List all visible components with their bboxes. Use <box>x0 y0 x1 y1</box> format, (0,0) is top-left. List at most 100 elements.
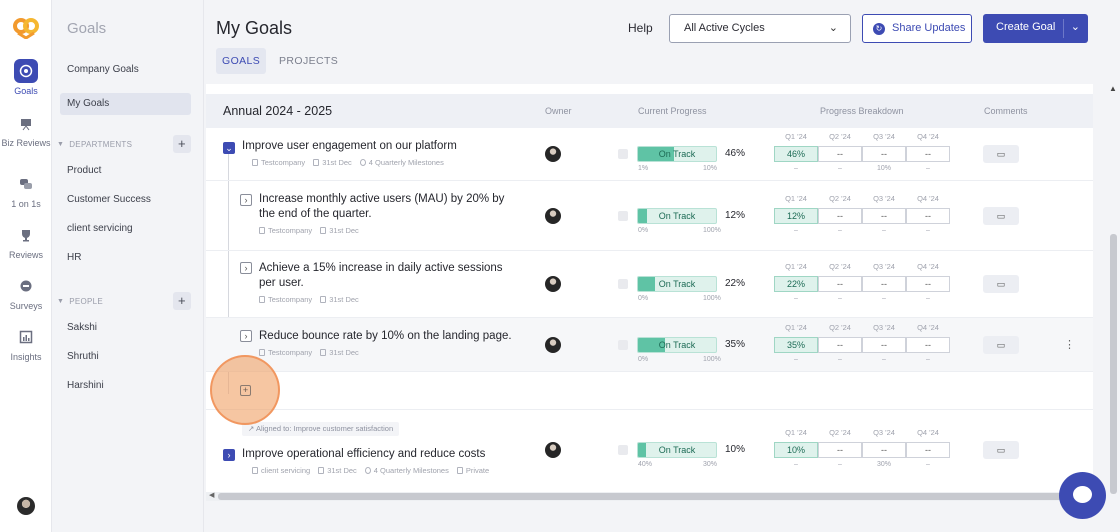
rail-item-reviews[interactable]: Reviews <box>0 223 52 260</box>
sidebar-item-company-goals[interactable]: Company Goals <box>67 64 139 75</box>
sidebar-item-person[interactable]: Harshini <box>67 380 104 391</box>
lock-icon[interactable] <box>618 211 628 221</box>
table-row[interactable]: › Improve operational efficiency and red… <box>206 410 1093 492</box>
add-person-button[interactable]: + <box>173 292 191 310</box>
table-row[interactable]: ⌄ Improve user engagement on our platfor… <box>206 128 1093 181</box>
add-subgoal-button[interactable]: + <box>240 385 251 396</box>
quarter-cell[interactable]: -- <box>906 208 950 224</box>
progress-fill <box>638 338 666 352</box>
sidebar-item-department[interactable]: client servicing <box>67 223 133 234</box>
help-link[interactable]: Help <box>628 21 653 35</box>
cycle-select[interactable]: All Active Cycles ⌄ <box>669 14 851 43</box>
progress-max: 100% <box>703 356 721 363</box>
user-avatar[interactable] <box>17 497 35 515</box>
rail-item-1on1s[interactable]: 1 on 1s <box>0 172 52 209</box>
scroll-left-icon[interactable]: ◀ <box>209 492 215 499</box>
quarter-target: – <box>838 356 842 363</box>
quarter-cell[interactable]: -- <box>818 208 862 224</box>
quarter-cell[interactable]: -- <box>862 337 906 353</box>
quarter-cell[interactable]: 22% <box>774 276 818 292</box>
chat-widget-button[interactable] <box>1059 472 1106 519</box>
quarter-cell[interactable]: -- <box>862 146 906 162</box>
rail-label: Surveys <box>9 301 43 311</box>
quarter-cell[interactable]: -- <box>906 337 950 353</box>
rail-item-insights[interactable]: Insights <box>0 325 52 362</box>
departments-section[interactable]: ▼ DEPARTMENTS + <box>57 135 191 153</box>
sidebar-item-department[interactable]: HR <box>67 252 82 263</box>
owner-avatar[interactable] <box>545 276 561 292</box>
expand-icon[interactable]: › <box>240 330 252 342</box>
owner-avatar[interactable] <box>545 146 561 162</box>
progress-bar[interactable]: On Track <box>637 146 717 162</box>
expand-icon[interactable]: › <box>240 194 252 206</box>
quarter-cell[interactable]: -- <box>818 146 862 162</box>
sidebar-item-department[interactable]: Customer Success <box>67 194 151 205</box>
goal-title[interactable]: Improve user engagement on our platform <box>242 140 457 152</box>
rail-label: Reviews <box>8 250 43 260</box>
horizontal-scrollbar[interactable]: ◀ <box>206 492 1093 501</box>
owner-avatar[interactable] <box>545 442 561 458</box>
sidebar-item-person[interactable]: Sakshi <box>67 322 98 333</box>
app-logo[interactable] <box>13 17 39 39</box>
trophy-icon <box>14 223 38 247</box>
more-options-icon[interactable]: ⋮ <box>1064 339 1075 351</box>
quarter-cell[interactable]: 46% <box>774 146 818 162</box>
progress-fill <box>638 147 674 161</box>
tab-goals[interactable]: GOALS <box>216 48 267 74</box>
table-row[interactable]: › Increase monthly active users (MAU) by… <box>206 181 1093 251</box>
share-updates-button[interactable]: ↻ Share Updates <box>862 14 972 43</box>
progress-bar[interactable]: On Track <box>637 276 717 292</box>
vertical-scrollbar[interactable]: ▲ <box>1107 84 1120 500</box>
owner-avatar[interactable] <box>545 337 561 353</box>
goal-title[interactable]: Improve operational efficiency and reduc… <box>242 448 486 460</box>
progress-bar[interactable]: On Track <box>637 208 717 224</box>
quarter-cell[interactable]: -- <box>862 442 906 458</box>
sidebar-item-person[interactable]: Shruthi <box>67 351 99 362</box>
goal-title[interactable]: Increase monthly active users (MAU) by 2… <box>259 192 504 222</box>
quarter-cell[interactable]: 10% <box>774 442 818 458</box>
scroll-up-icon[interactable]: ▲ <box>1109 84 1117 93</box>
comment-button[interactable]: ▭ <box>983 336 1019 354</box>
goal-title[interactable]: Achieve a 15% increase in daily active s… <box>259 261 503 291</box>
rail-item-biz-reviews[interactable]: Biz Reviews <box>0 112 52 148</box>
collapse-icon[interactable]: ⌄ <box>223 142 235 154</box>
quarter-cell[interactable]: -- <box>818 442 862 458</box>
expand-icon[interactable]: › <box>223 449 235 461</box>
goal-title[interactable]: Reduce bounce rate by 10% on the landing… <box>259 330 512 342</box>
lock-icon[interactable] <box>618 340 628 350</box>
lock-icon[interactable] <box>618 445 628 455</box>
create-goal-button[interactable]: Create Goal ⌄ <box>983 14 1088 43</box>
progress-bar[interactable]: On Track <box>637 337 717 353</box>
rail-item-surveys[interactable]: Surveys <box>0 274 52 311</box>
sidebar-item-department[interactable]: Product <box>67 165 102 176</box>
quarter-cell[interactable]: 35% <box>774 337 818 353</box>
quarter-cell[interactable]: -- <box>906 276 950 292</box>
table-row[interactable]: › Achieve a 15% increase in daily active… <box>206 251 1093 318</box>
sidebar-item-my-goals[interactable]: My Goals <box>60 93 191 115</box>
add-department-button[interactable]: + <box>173 135 191 153</box>
chevron-down-icon[interactable]: ⌄ <box>1070 21 1080 33</box>
comment-button[interactable]: ▭ <box>983 441 1019 459</box>
quarter-cell[interactable]: 12% <box>774 208 818 224</box>
people-section[interactable]: ▼ PEOPLE + <box>57 292 191 310</box>
scrollbar-thumb[interactable] <box>1110 234 1117 494</box>
aligned-to-badge[interactable]: ↗ Aligned to: Improve customer satisfact… <box>242 422 400 436</box>
goal-meta: Testcompany 31st Dec <box>259 348 359 357</box>
lock-icon[interactable] <box>618 149 628 159</box>
comment-button[interactable]: ▭ <box>983 145 1019 163</box>
owner-avatar[interactable] <box>545 208 561 224</box>
progress-bar[interactable]: On Track <box>637 442 717 458</box>
quarter-cell[interactable]: -- <box>862 208 906 224</box>
quarter-cell[interactable]: -- <box>906 442 950 458</box>
rail-item-goals[interactable]: Goals <box>0 59 52 96</box>
tab-projects[interactable]: PROJECTS <box>279 55 339 67</box>
quarter-cell[interactable]: -- <box>906 146 950 162</box>
quarter-cell[interactable]: -- <box>818 276 862 292</box>
expand-icon[interactable]: › <box>240 262 252 274</box>
scrollbar-thumb[interactable] <box>218 493 1088 500</box>
comment-button[interactable]: ▭ <box>983 207 1019 225</box>
quarter-cell[interactable]: -- <box>818 337 862 353</box>
lock-icon[interactable] <box>618 279 628 289</box>
quarter-cell[interactable]: -- <box>862 276 906 292</box>
comment-button[interactable]: ▭ <box>983 275 1019 293</box>
